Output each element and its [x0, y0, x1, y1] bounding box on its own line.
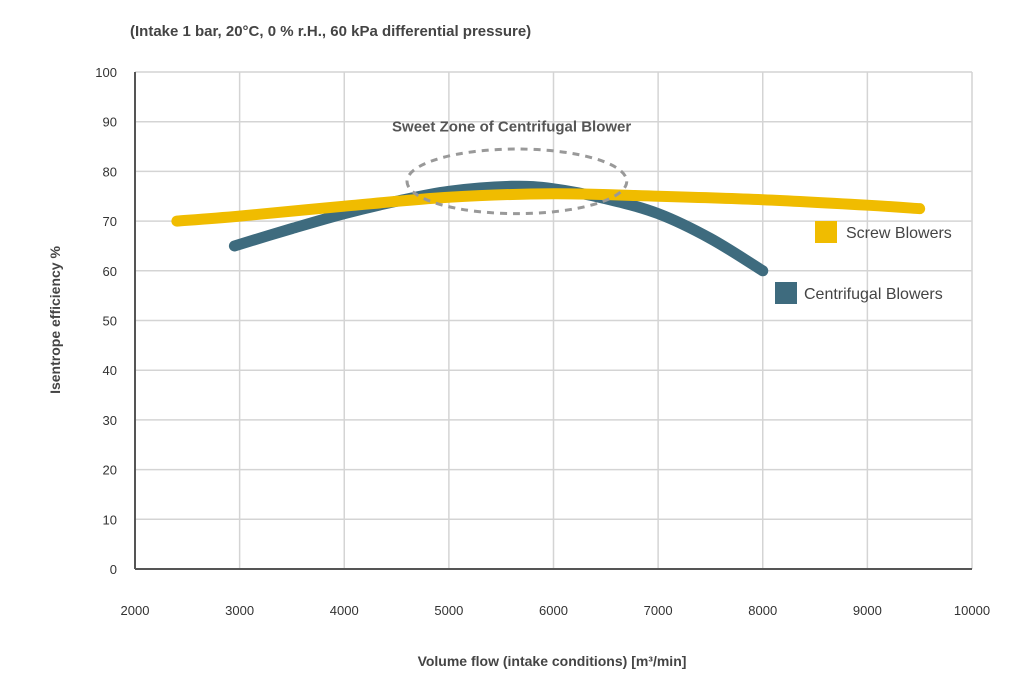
x-axis-label: Volume flow (intake conditions) [m³/min] [418, 653, 687, 669]
x-tick-label: 9000 [853, 603, 882, 618]
x-tick-label: 6000 [539, 603, 568, 618]
x-tick-label: 3000 [225, 603, 254, 618]
y-tick-label: 20 [103, 463, 117, 478]
y-tick-label: 30 [103, 413, 117, 428]
x-tick-label: 8000 [748, 603, 777, 618]
legend-label: Centrifugal Blowers [804, 286, 943, 303]
y-axis-label: Isentrope efficiency % [47, 246, 63, 394]
y-tick-label: 10 [103, 512, 117, 527]
legend-swatch [775, 282, 797, 304]
sweet-zone-label: Sweet Zone of Centrifugal Blower [392, 119, 631, 136]
centrifugal-blowers-line [228, 180, 769, 277]
x-tick-label: 7000 [644, 603, 673, 618]
y-tick-label: 70 [103, 214, 117, 229]
y-tick-label: 60 [103, 264, 117, 279]
x-tick-label: 4000 [330, 603, 359, 618]
legend-swatch [815, 221, 837, 243]
y-tick-label: 50 [103, 314, 117, 329]
sweet-zone-ellipse [405, 147, 629, 216]
y-tick-label: 100 [95, 65, 117, 80]
y-tick-label: 0 [110, 562, 117, 577]
x-tick-label: 10000 [954, 603, 990, 618]
y-tick-label: 40 [103, 363, 117, 378]
screw-blowers-line [171, 188, 926, 227]
legend-label: Screw Blowers [846, 225, 952, 242]
x-tick-label: 5000 [434, 603, 463, 618]
chart-title: (Intake 1 bar, 20°C, 0 % r.H., 60 kPa di… [130, 23, 531, 40]
y-tick-label: 80 [103, 164, 117, 179]
x-tick-label: 2000 [121, 603, 150, 618]
y-tick-label: 90 [103, 115, 117, 130]
